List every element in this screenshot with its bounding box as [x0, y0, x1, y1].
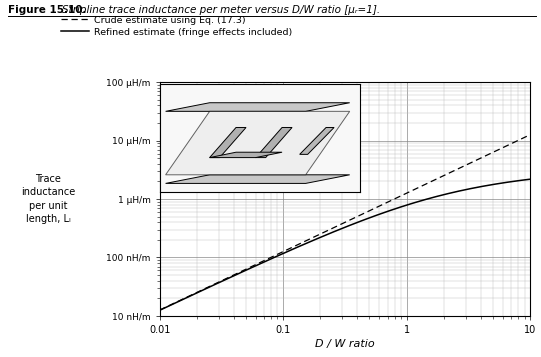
- Text: Trace
inductance
per unit
length, Lₗ: Trace inductance per unit length, Lₗ: [21, 174, 76, 224]
- Text: Figure 15.10.: Figure 15.10.: [8, 5, 87, 15]
- X-axis label: D / W ratio: D / W ratio: [315, 339, 375, 349]
- Legend: Crude estimate using Eq. (17.3), Refined estimate (fringe effects included): Crude estimate using Eq. (17.3), Refined…: [57, 12, 296, 40]
- Text: Stripline trace inductance per meter versus D/W ratio [μᵣ=1].: Stripline trace inductance per meter ver…: [62, 5, 380, 15]
